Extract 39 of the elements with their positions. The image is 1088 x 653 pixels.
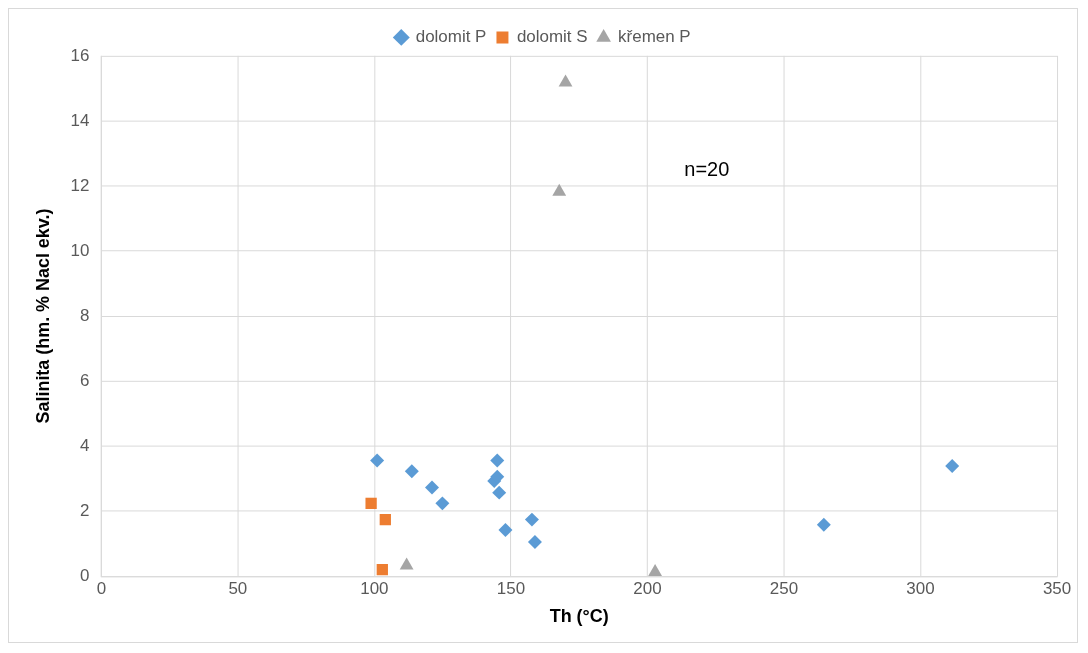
point: [498, 523, 513, 537]
x-tick-label: 350: [1042, 579, 1072, 599]
point: [490, 453, 505, 468]
x-axis-title: Th (°C): [549, 606, 609, 627]
point: [492, 485, 507, 500]
x-tick-label: 250: [769, 579, 799, 599]
y-tick-label: 6: [79, 370, 90, 390]
y-tick-label: 0: [79, 565, 90, 585]
x-tick-label: 50: [228, 579, 248, 599]
y-tick-label: 4: [79, 435, 90, 455]
point: [435, 496, 450, 511]
y-tick-label: 16: [70, 45, 90, 65]
point: [370, 453, 385, 468]
point: [558, 74, 573, 87]
point: [365, 497, 377, 509]
x-tick-label: 200: [633, 579, 662, 599]
point: [524, 512, 539, 527]
legend-label: dolomit S: [516, 27, 588, 47]
point: [376, 564, 388, 576]
point: [527, 535, 542, 550]
legend-label: dolomit P: [415, 27, 487, 47]
x-tick-label: 300: [906, 579, 935, 599]
point: [552, 183, 567, 196]
y-axis-title: Salinita (hm. % Nacl ekv.): [32, 208, 53, 424]
y-tick-label: 2: [79, 500, 90, 520]
y-tick-label: 10: [70, 240, 90, 260]
y-tick-label: 8: [79, 305, 90, 325]
y-tick-label: 12: [70, 175, 90, 195]
point: [816, 517, 831, 532]
point: [404, 464, 419, 479]
x-tick-label: 0: [96, 579, 107, 599]
point: [379, 513, 391, 526]
point: [945, 458, 960, 473]
point: [425, 480, 439, 495]
x-tick-label: 100: [360, 579, 389, 599]
y-tick-label: 14: [70, 110, 90, 130]
x-tick-label: 150: [496, 579, 526, 599]
legend-label: křemen P: [618, 27, 691, 47]
annotation: n=20: [684, 157, 730, 180]
